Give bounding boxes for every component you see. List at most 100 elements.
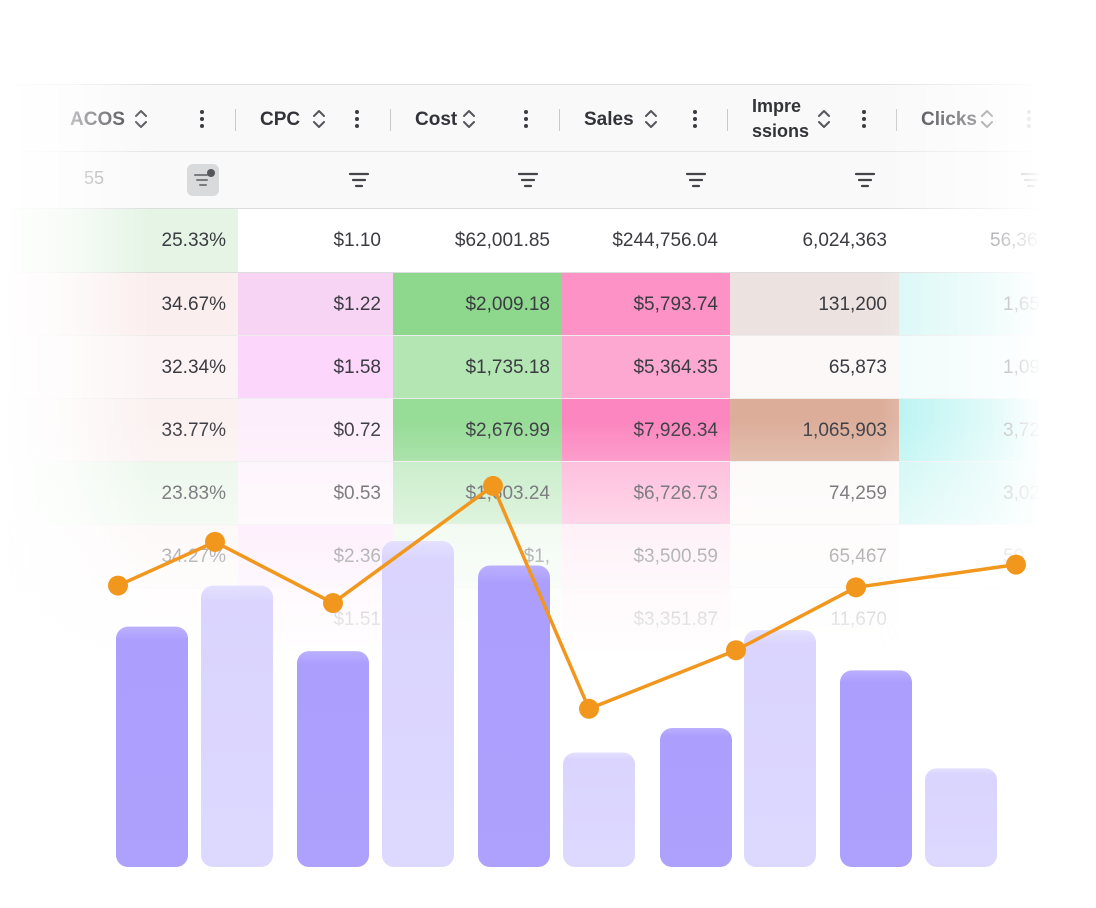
line-point-5	[579, 698, 599, 719]
table-cell-acos: 34.67%	[0, 273, 238, 336]
table-header-row: ACOS CPC Cost Sales Impre ssions Clicks	[0, 84, 1042, 152]
bar-8	[744, 630, 816, 867]
total-cell-impressions: 6,024,363	[730, 209, 899, 273]
table-cell-acos: 32.34%	[0, 336, 238, 399]
bar-2	[201, 585, 273, 867]
data-table-inner: ACOS CPC Cost Sales Impre ssions Clicks 55 25.…	[0, 84, 1042, 664]
column-divider	[390, 109, 391, 131]
header-cell-impressions[interactable]: Impre ssions	[730, 85, 899, 153]
bar-3	[297, 651, 369, 867]
sort-icon[interactable]	[815, 106, 833, 132]
column-divider	[896, 109, 897, 131]
table-cell-sales: $7,926.34	[562, 399, 730, 462]
table-cell-cost: $2,676.99	[393, 399, 562, 462]
header-label-sales: Sales	[584, 109, 634, 130]
header-label-acos: ACOS	[70, 109, 125, 130]
table-cell-cpc: $1.22	[238, 273, 393, 336]
line-point-2	[205, 531, 225, 552]
sort-icon[interactable]	[978, 106, 996, 132]
table-cell-cost: $2,009.18	[393, 273, 562, 336]
table-cell-cost: $1,735.18	[393, 336, 562, 399]
table-cell-sales: $3,500.59	[562, 525, 730, 588]
column-menu-icon[interactable]	[855, 106, 873, 132]
table-cell-clicks	[899, 588, 1042, 651]
total-cell-sales: $244,756.04	[562, 209, 730, 273]
table-cell-sales: $6,726.73	[562, 462, 730, 525]
bar-1	[116, 626, 188, 867]
table-cell-impressions: 65,467	[730, 525, 899, 588]
line-point-7	[846, 577, 866, 598]
table-cell-clicks: 3,72	[899, 399, 1042, 462]
column-divider	[235, 109, 236, 131]
bar-6	[563, 752, 635, 867]
column-menu-icon[interactable]	[348, 106, 366, 132]
header-label-clicks: Clicks	[921, 109, 977, 130]
sort-icon[interactable]	[642, 106, 660, 132]
table-cell-cpc: $1.58	[238, 336, 393, 399]
table-cell-cpc: $0.72	[238, 399, 393, 462]
sort-icon[interactable]	[132, 106, 150, 132]
data-table: ACOS CPC Cost Sales Impre ssions Clicks 55 25.…	[0, 84, 1042, 664]
table-cell-impressions: 65,873	[730, 336, 899, 399]
header-label-cost: Cost	[415, 109, 458, 130]
filter-partial-text: 55	[84, 168, 105, 188]
column-menu-icon[interactable]	[193, 106, 211, 132]
line-point-3	[323, 593, 343, 614]
bar-10	[925, 768, 997, 867]
header-cell-sales[interactable]: Sales	[562, 85, 730, 153]
bar-4	[382, 540, 454, 867]
table-cell-sales: $5,793.74	[562, 273, 730, 336]
filter-icon[interactable]	[1019, 168, 1042, 192]
bar-series	[116, 540, 997, 867]
filter-icon[interactable]	[516, 168, 540, 192]
header-label-cpc: CPC	[260, 109, 301, 130]
filter-cell-acos: 55	[0, 152, 238, 209]
table-cell-impressions: 131,200	[730, 273, 899, 336]
column-menu-icon[interactable]	[686, 106, 704, 132]
table-cell-clicks: 1,09	[899, 336, 1042, 399]
total-cell-clicks: 56,36	[899, 209, 1042, 273]
filter-cell-cpc	[238, 152, 393, 209]
header-label-impressions: Impre ssions	[752, 94, 816, 144]
filter-active-icon	[194, 169, 215, 186]
filter-icon[interactable]	[853, 168, 877, 192]
bar-7	[660, 728, 732, 867]
header-cell-cpc[interactable]: CPC	[238, 85, 393, 153]
table-cell-acos: 33.77%	[0, 399, 238, 462]
line-series	[108, 475, 1026, 719]
header-label-line1: Impre	[752, 96, 802, 116]
filter-cell-impressions	[730, 152, 899, 209]
header-cell-cost[interactable]: Cost	[393, 85, 562, 153]
line-point-8	[1006, 554, 1026, 575]
table-cell-acos: 23.83%	[0, 462, 238, 525]
header-label-line2: ssions	[752, 121, 810, 141]
line-point-4	[483, 475, 503, 496]
filter-button-active[interactable]	[187, 164, 219, 196]
filter-icon[interactable]	[347, 168, 371, 192]
filter-icon[interactable]	[684, 168, 708, 192]
bar-5	[478, 565, 550, 867]
column-menu-icon[interactable]	[1020, 106, 1038, 132]
table-cell-sales: $5,364.35	[562, 336, 730, 399]
filter-cell-clicks	[899, 152, 1042, 209]
sort-icon[interactable]	[310, 106, 328, 132]
sort-icon[interactable]	[460, 106, 478, 132]
table-cell-clicks: 3,02	[899, 462, 1042, 525]
filter-cell-sales	[562, 152, 730, 209]
line-point-1	[108, 575, 128, 596]
table-cell-impressions: 74,259	[730, 462, 899, 525]
filter-cell-cost	[393, 152, 562, 209]
total-cell-cost: $62,001.85	[393, 209, 562, 273]
header-cell-acos[interactable]: ACOS	[0, 85, 238, 153]
table-cell-cpc: $0.53	[238, 462, 393, 525]
table-cell-clicks: 1,65	[899, 273, 1042, 336]
header-cell-clicks[interactable]: Clicks	[899, 85, 1042, 153]
total-cell-acos: 25.33%	[0, 209, 238, 273]
column-menu-icon[interactable]	[517, 106, 535, 132]
column-divider	[559, 109, 560, 131]
table-cell-sales: $3,351.87	[562, 588, 730, 651]
table-filter-row: 55	[0, 152, 1042, 209]
table-cell-impressions: 1,065,903	[730, 399, 899, 462]
line-point-6	[726, 640, 746, 661]
